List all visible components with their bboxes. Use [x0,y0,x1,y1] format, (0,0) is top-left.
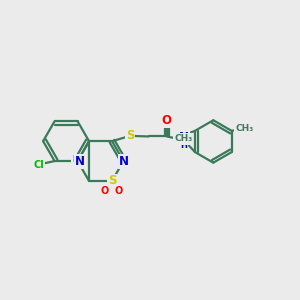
Text: Cl: Cl [34,160,45,170]
Text: CH₃: CH₃ [174,134,192,143]
Text: O: O [162,114,172,127]
Text: O: O [100,186,109,196]
Text: N: N [75,154,85,168]
Text: H: H [180,141,187,150]
Text: S: S [126,129,134,142]
Text: N: N [118,154,128,168]
Text: CH₃: CH₃ [235,124,254,133]
Text: N: N [179,131,189,144]
Text: O: O [114,186,123,196]
Text: H: H [72,155,79,164]
Text: S: S [108,174,116,188]
